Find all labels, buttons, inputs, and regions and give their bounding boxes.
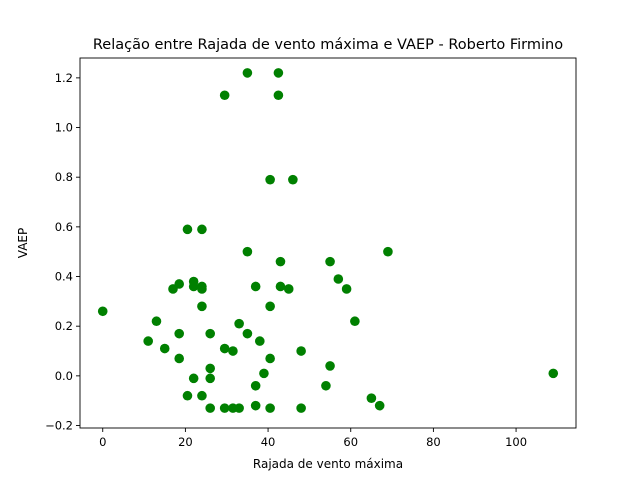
y-tick-label-3: 0.4 <box>55 270 73 284</box>
data-point-58 <box>548 368 559 379</box>
data-point-27 <box>234 318 244 329</box>
data-point-43 <box>275 256 286 267</box>
data-point-56 <box>374 400 385 411</box>
data-point-40 <box>265 403 275 413</box>
data-point-53 <box>341 284 352 294</box>
data-point-3 <box>159 343 170 354</box>
data-point-22 <box>219 90 230 101</box>
y-tick-label-5: 0.8 <box>55 170 73 184</box>
data-point-54 <box>350 316 360 327</box>
y-tick-label-7: 1.2 <box>55 71 73 85</box>
data-point-29 <box>242 68 253 78</box>
data-point-36 <box>259 368 269 379</box>
data-point-57 <box>383 246 393 257</box>
data-point-41 <box>273 68 284 78</box>
data-point-38 <box>265 301 275 312</box>
data-point-0 <box>97 306 108 317</box>
data-point-31 <box>242 328 253 339</box>
y-tick-label-6: 1.0 <box>55 121 73 135</box>
data-point-18 <box>205 328 215 339</box>
x-tick-label-5: 100 <box>505 435 527 449</box>
data-point-17 <box>197 390 207 401</box>
data-point-33 <box>250 380 261 391</box>
data-point-30 <box>242 246 253 257</box>
y-axis: −0.2 0.0 0.2 0.4 0.6 0.8 1.0 1.2 <box>45 71 80 433</box>
data-point-32 <box>250 281 261 292</box>
data-point-39 <box>265 353 275 364</box>
data-point-47 <box>296 346 306 356</box>
data-point-21 <box>205 403 215 413</box>
x-axis-label: Rajada de vento máxima <box>253 457 403 471</box>
data-point-19 <box>205 363 215 374</box>
data-point-42 <box>273 90 284 101</box>
data-point-55 <box>366 393 377 404</box>
data-points <box>97 68 559 413</box>
data-point-48 <box>296 403 306 413</box>
data-point-50 <box>325 256 335 267</box>
data-point-13 <box>197 224 207 235</box>
data-point-2 <box>151 316 162 327</box>
data-point-5 <box>174 279 184 289</box>
data-point-23 <box>219 343 230 354</box>
chart-title: Relação entre Rajada de vento máxima e V… <box>93 37 563 53</box>
data-point-37 <box>265 174 275 185</box>
data-point-9 <box>182 390 193 401</box>
x-tick-label-3: 60 <box>343 435 358 449</box>
data-point-15 <box>197 284 207 294</box>
plot-frame <box>79 57 577 429</box>
data-point-11 <box>188 281 199 292</box>
y-axis-label: VAEP <box>16 228 30 258</box>
data-point-25 <box>228 346 238 356</box>
data-point-52 <box>333 274 344 284</box>
y-tick-label-0: −0.2 <box>45 419 73 433</box>
data-point-16 <box>197 301 207 312</box>
x-tick-label-0: 0 <box>99 435 106 449</box>
data-point-7 <box>174 353 184 364</box>
data-point-24 <box>219 403 230 413</box>
x-axis: 0 20 40 60 80 100 <box>99 428 527 449</box>
data-point-44 <box>275 281 286 292</box>
data-point-6 <box>174 328 184 339</box>
data-point-20 <box>205 373 215 384</box>
data-point-45 <box>283 284 294 294</box>
data-point-12 <box>188 373 199 384</box>
x-tick-label-1: 20 <box>178 435 193 449</box>
data-point-8 <box>182 224 193 235</box>
x-tick-label-4: 80 <box>426 435 441 449</box>
y-tick-label-2: 0.2 <box>55 319 73 333</box>
y-tick-label-1: 0.0 <box>55 369 73 383</box>
y-tick-label-4: 0.6 <box>55 220 73 234</box>
data-point-35 <box>254 336 265 346</box>
data-point-46 <box>288 174 298 185</box>
data-point-1 <box>143 336 153 346</box>
data-point-34 <box>250 400 261 411</box>
data-point-49 <box>321 380 331 391</box>
data-point-51 <box>325 361 335 371</box>
x-tick-label-2: 40 <box>261 435 276 449</box>
data-point-28 <box>234 403 244 413</box>
